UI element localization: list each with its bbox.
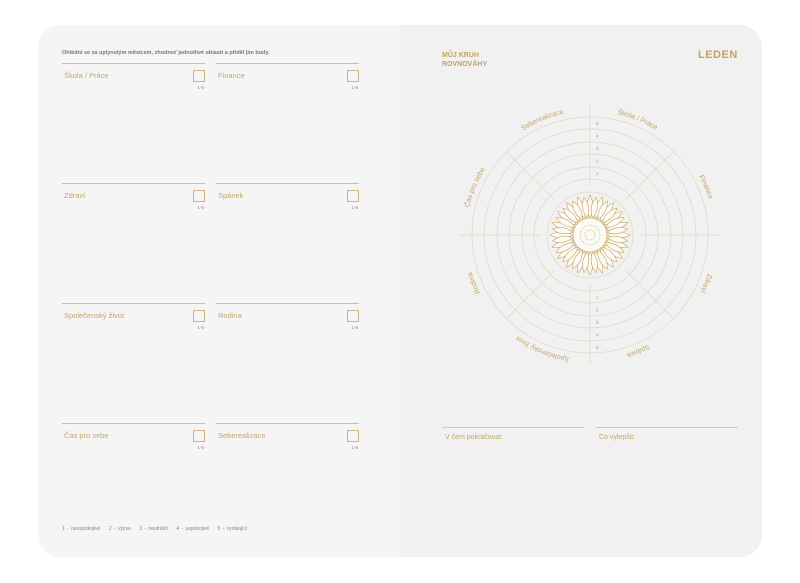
spoke-line — [506, 151, 555, 200]
area-cell: Rodina 1-5 — [216, 303, 359, 344]
wheel-label-text: Společenský život — [515, 334, 570, 362]
wheel-label-text: Seberealizace — [520, 109, 564, 132]
wheel-label: Finance — [697, 174, 713, 200]
title-line-2: ROVNOVÁHY — [442, 61, 488, 68]
wheel-label-text: Čas pro sebe — [462, 166, 486, 208]
month-title: LEDEN — [698, 49, 738, 61]
right-page — [400, 25, 762, 557]
scale-tick-top: 4 — [596, 134, 599, 139]
instructions: Ohlédni se za uplynulým měsícem, zhodnoť… — [62, 50, 270, 56]
spoke-line — [506, 270, 555, 319]
scale-tick-bottom: 1 — [596, 295, 599, 300]
legend-5: 5 - vynikající — [217, 526, 248, 532]
sunflower-icon — [549, 194, 631, 276]
score-range: 1-5 — [351, 205, 358, 210]
area-label: Čas pro sebe — [64, 431, 109, 440]
wheel-label: Spánek — [625, 343, 650, 359]
score-checkbox[interactable] — [347, 310, 359, 322]
left-page — [38, 25, 400, 557]
area-label: Seberealizace — [218, 431, 266, 440]
wheel-label: Společenský život — [515, 334, 570, 362]
scale-tick-bottom: 2 — [596, 308, 599, 313]
wheel-label: Seberealizace — [520, 109, 564, 132]
improve-label: Co vylepšit: — [599, 434, 636, 441]
page-title: MŮJ KRUH ROVNOVÁHY — [442, 51, 487, 69]
wheel-label-text: Rodina — [467, 271, 482, 295]
legend-4: 4 - uspokojivé — [176, 526, 210, 532]
score-checkbox[interactable] — [193, 310, 205, 322]
wheel-label: Rodina — [467, 271, 482, 295]
area-cell: Spánek 1-5 — [216, 183, 359, 224]
score-checkbox[interactable] — [347, 190, 359, 202]
ring — [508, 153, 672, 317]
wheel-label-text: Spánek — [625, 343, 650, 359]
ring — [521, 166, 659, 304]
score-legend: 1 - neuspokojivé 2 - výzva 3 - neutrální… — [62, 526, 253, 532]
score-range: 1-5 — [197, 85, 204, 90]
legend-1: 1 - neuspokojivé — [62, 526, 101, 532]
scale-tick-top: 3 — [596, 146, 599, 151]
area-cell: Škola / Práce 1-5 — [62, 63, 205, 104]
legend-2: 2 - výzva — [108, 526, 131, 532]
area-label: Společenský život — [64, 311, 125, 320]
score-range: 1-5 — [197, 205, 204, 210]
improve-field[interactable]: Co vylepšit: — [596, 427, 738, 441]
area-cell: Finance 1-5 — [216, 63, 359, 104]
ring — [471, 116, 709, 354]
score-checkbox[interactable] — [193, 190, 205, 202]
score-range: 1-5 — [197, 445, 204, 450]
wheel-label-text: Škola / Práce — [617, 107, 659, 131]
title-line-1: MŮJ KRUH — [442, 52, 479, 59]
ring — [483, 128, 697, 342]
score-checkbox[interactable] — [193, 430, 205, 442]
scale-tick-top: 2 — [596, 159, 599, 164]
area-cell: Čas pro sebe 1-5 — [62, 423, 205, 464]
area-label: Finance — [218, 71, 245, 80]
continue-field[interactable]: V čem pokračovat: — [442, 427, 584, 441]
score-range: 1-5 — [351, 85, 358, 90]
wheel-label: Škola / Práce — [617, 107, 659, 131]
scale-tick-bottom: 4 — [596, 333, 599, 338]
area-label: Spánek — [218, 191, 244, 200]
area-label: Škola / Práce — [64, 71, 109, 80]
ring — [533, 178, 647, 292]
ring — [496, 141, 684, 329]
scale-tick-bottom: 5 — [596, 345, 599, 350]
continue-label: V čem pokračovat: — [445, 434, 503, 441]
ring — [546, 191, 634, 279]
area-cell: Společenský život 1-5 — [62, 303, 205, 344]
wheel-label: Čas pro sebe — [462, 166, 486, 208]
legend-3: 3 - neutrální — [139, 526, 168, 532]
area-label: Zdraví — [64, 191, 86, 200]
spoke-line — [625, 151, 674, 200]
scale-tick-top: 5 — [596, 121, 599, 126]
score-checkbox[interactable] — [347, 70, 359, 82]
score-range: 1-5 — [197, 325, 204, 330]
score-checkbox[interactable] — [193, 70, 205, 82]
wheel-label-text: Finance — [697, 174, 713, 200]
scale-tick-bottom: 3 — [596, 320, 599, 325]
area-cell: Seberealizace 1-5 — [216, 423, 359, 464]
score-range: 1-5 — [351, 445, 358, 450]
score-range: 1-5 — [351, 325, 358, 330]
score-checkbox[interactable] — [347, 430, 359, 442]
area-cell: Zdraví 1-5 — [62, 183, 205, 224]
scale-tick-top: 1 — [596, 171, 599, 176]
area-label: Rodina — [218, 311, 242, 320]
spoke-line — [625, 270, 674, 319]
